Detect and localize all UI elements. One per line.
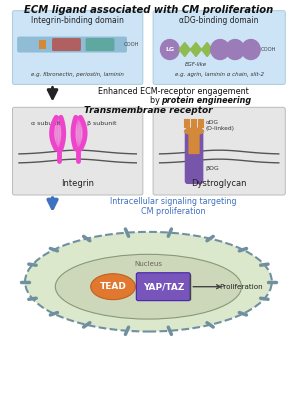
Text: α subunit: α subunit: [31, 121, 61, 126]
Text: protein engineering: protein engineering: [162, 96, 252, 105]
Text: ECM ligand associated with CM proliferation: ECM ligand associated with CM proliferat…: [24, 5, 273, 15]
Ellipse shape: [184, 127, 204, 135]
Text: βDG: βDG: [205, 166, 219, 171]
Ellipse shape: [55, 254, 241, 319]
Text: αDG
(O-linked): αDG (O-linked): [205, 120, 234, 131]
Circle shape: [241, 40, 260, 60]
Circle shape: [211, 40, 229, 60]
Text: Integrin-binding domain: Integrin-binding domain: [31, 16, 124, 25]
Circle shape: [160, 40, 179, 60]
Polygon shape: [179, 42, 190, 56]
Text: e.g. fibronectin, periostin, laminin: e.g. fibronectin, periostin, laminin: [31, 72, 124, 78]
Text: Transmembrane receptor: Transmembrane receptor: [84, 106, 213, 115]
FancyBboxPatch shape: [86, 38, 114, 51]
Text: β subunit: β subunit: [87, 121, 116, 126]
FancyBboxPatch shape: [52, 38, 81, 51]
FancyBboxPatch shape: [17, 36, 127, 52]
Text: Dystroglycan: Dystroglycan: [192, 179, 247, 188]
FancyBboxPatch shape: [12, 11, 143, 84]
Text: EGF-like: EGF-like: [185, 62, 207, 68]
FancyBboxPatch shape: [39, 40, 46, 49]
Text: Intracellular signaling targeting: Intracellular signaling targeting: [110, 198, 237, 206]
FancyBboxPatch shape: [12, 107, 143, 195]
Text: Proliferation: Proliferation: [220, 284, 263, 290]
FancyBboxPatch shape: [136, 273, 190, 301]
FancyBboxPatch shape: [185, 128, 203, 184]
FancyBboxPatch shape: [153, 11, 285, 84]
Text: COOH: COOH: [123, 42, 139, 47]
Polygon shape: [190, 42, 201, 56]
Ellipse shape: [91, 274, 135, 300]
Text: by: by: [150, 96, 163, 105]
Text: e.g. agrin, laminin α chain, slit-2: e.g. agrin, laminin α chain, slit-2: [175, 72, 264, 78]
Text: LG: LG: [165, 47, 174, 52]
Text: TEAD: TEAD: [99, 282, 127, 291]
Text: Enhanced ECM-receptor engagement: Enhanced ECM-receptor engagement: [98, 87, 249, 96]
FancyBboxPatch shape: [153, 107, 285, 195]
Text: YAP/TAZ: YAP/TAZ: [143, 282, 184, 291]
Text: COOH: COOH: [260, 47, 276, 52]
Text: CM proliferation: CM proliferation: [141, 208, 206, 216]
Text: Integrin: Integrin: [61, 179, 94, 188]
Polygon shape: [201, 42, 213, 56]
Text: αDG-binding domain: αDG-binding domain: [179, 16, 259, 25]
Ellipse shape: [25, 232, 272, 332]
Circle shape: [226, 40, 244, 60]
FancyBboxPatch shape: [189, 132, 200, 154]
Text: Nucleus: Nucleus: [135, 261, 162, 267]
